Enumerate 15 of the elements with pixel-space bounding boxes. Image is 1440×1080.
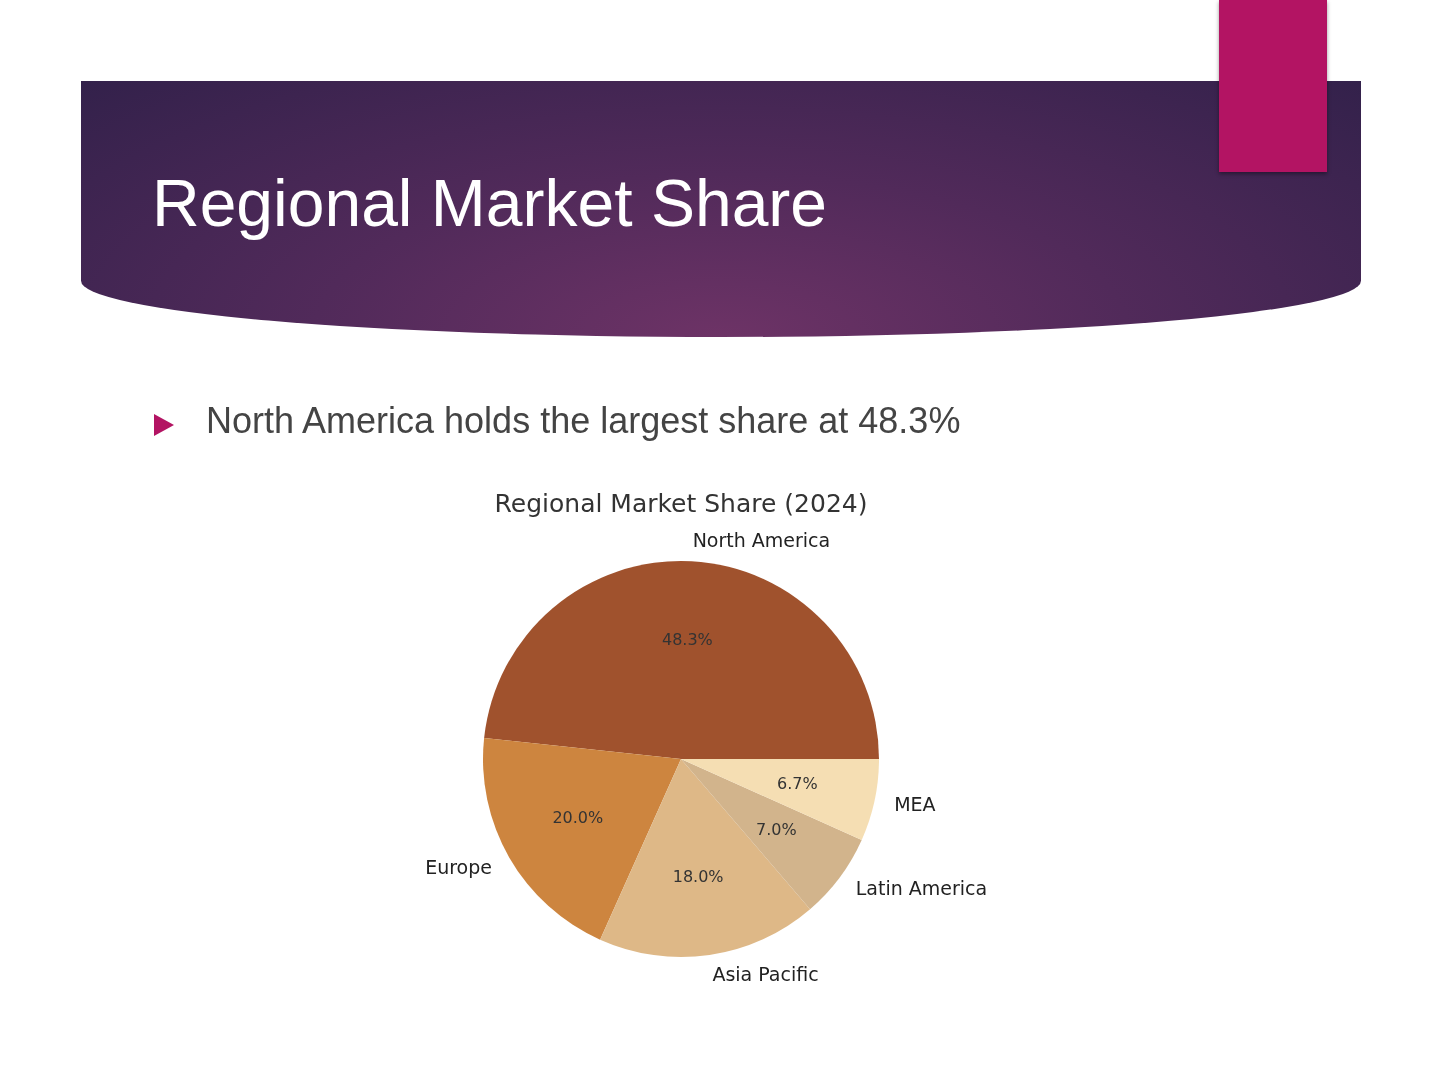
- data-label: 7.0%: [756, 820, 797, 840]
- data-label: 20.0%: [552, 808, 604, 828]
- chart-subtitle: Regional Market Share (2024): [493, 489, 869, 518]
- slice-label: Europe: [425, 855, 492, 878]
- data-label: 48.3%: [661, 630, 713, 650]
- data-label: 6.7%: [777, 773, 818, 793]
- slice-label: MEA: [894, 792, 936, 815]
- chart-title: Regional Market Share: [152, 165, 828, 241]
- data-label: 18.0%: [672, 866, 724, 886]
- pie-slice: [681, 759, 879, 840]
- pie-slice: [484, 561, 879, 759]
- slice-label: Asia Pacific: [712, 962, 819, 985]
- text: North America holds the largest share at 48.3%: [206, 400, 961, 442]
- slice-label: North America: [692, 529, 831, 552]
- slice-label: Latin America: [855, 877, 988, 900]
